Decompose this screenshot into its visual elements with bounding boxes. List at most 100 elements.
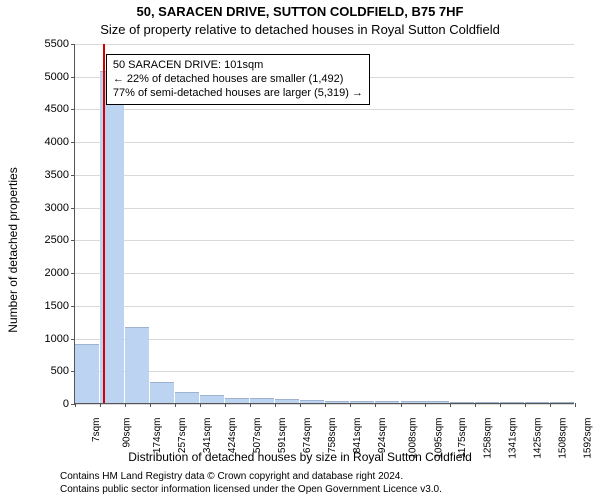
histogram-bar	[150, 382, 174, 403]
xtick-label: 841sqm	[352, 418, 363, 454]
ytick-label: 5500	[29, 38, 69, 50]
histogram-bar	[550, 402, 574, 403]
xtick-mark	[425, 403, 426, 407]
ytick-mark	[71, 77, 75, 78]
xtick-label: 257sqm	[177, 418, 188, 454]
xtick-mark	[575, 403, 576, 407]
xtick-label: 174sqm	[152, 418, 163, 454]
gridline	[75, 371, 574, 372]
histogram-plot-area: 0500100015002000250030003500400045005000…	[74, 44, 574, 404]
xtick-label: 1341sqm	[508, 418, 519, 459]
histogram-bar	[350, 401, 374, 403]
ytick-mark	[71, 306, 75, 307]
xtick-mark	[75, 403, 76, 407]
histogram-bar	[425, 401, 449, 403]
xtick-mark	[475, 403, 476, 407]
xtick-mark	[350, 403, 351, 407]
xtick-label: 1425sqm	[533, 418, 544, 459]
ytick-mark	[71, 109, 75, 110]
xtick-label: 924sqm	[377, 418, 388, 454]
xtick-label: 507sqm	[252, 418, 263, 454]
xtick-mark	[175, 403, 176, 407]
xtick-mark	[150, 403, 151, 407]
xtick-label: 758sqm	[327, 418, 338, 454]
histogram-bar	[250, 398, 274, 403]
gridline	[75, 339, 574, 340]
histogram-bar	[500, 402, 524, 403]
gridline	[75, 208, 574, 209]
ytick-label: 2000	[29, 267, 69, 279]
ytick-label: 4500	[29, 103, 69, 115]
gridline	[75, 142, 574, 143]
histogram-bar	[325, 401, 349, 403]
xtick-mark	[275, 403, 276, 407]
histogram-bar	[525, 402, 549, 403]
ytick-label: 1000	[29, 333, 69, 345]
gridline	[75, 240, 574, 241]
xtick-label: 90sqm	[121, 418, 132, 448]
xtick-label: 1508sqm	[558, 418, 569, 459]
xtick-label: 591sqm	[277, 418, 288, 454]
gridline	[75, 175, 574, 176]
ytick-label: 5000	[29, 71, 69, 83]
histogram-bar	[401, 401, 425, 403]
ytick-label: 2500	[29, 234, 69, 246]
credit-line-1: Contains HM Land Registry data © Crown c…	[60, 471, 442, 484]
credit-line-2: Contains public sector information licen…	[60, 484, 442, 497]
xtick-label: 1258sqm	[483, 418, 494, 459]
xtick-mark	[200, 403, 201, 407]
gridline	[75, 273, 574, 274]
ytick-mark	[71, 339, 75, 340]
gridline	[75, 44, 574, 45]
ytick-label: 0	[29, 398, 69, 410]
credits-text: Contains HM Land Registry data © Crown c…	[60, 471, 442, 496]
xtick-mark	[450, 403, 451, 407]
annotation-box: 50 SARACEN DRIVE: 101sqm← 22% of detache…	[106, 54, 370, 105]
xtick-mark	[250, 403, 251, 407]
chart-title-description: Size of property relative to detached ho…	[0, 22, 600, 37]
xtick-mark	[525, 403, 526, 407]
ytick-mark	[71, 44, 75, 45]
highlight-line	[103, 44, 105, 403]
histogram-bar	[75, 344, 99, 403]
xtick-label: 7sqm	[91, 418, 102, 442]
histogram-bar	[225, 398, 249, 403]
xtick-label: 1008sqm	[408, 418, 419, 459]
xtick-label: 674sqm	[302, 418, 313, 454]
xtick-label: 341sqm	[202, 418, 213, 454]
gridline	[75, 306, 574, 307]
histogram-bar	[275, 399, 299, 403]
histogram-bar	[450, 402, 474, 403]
histogram-bar	[175, 392, 199, 403]
xtick-mark	[401, 403, 402, 407]
histogram-bar	[125, 327, 149, 403]
ytick-label: 3000	[29, 202, 69, 214]
chart-title-address: 50, SARACEN DRIVE, SUTTON COLDFIELD, B75…	[0, 4, 600, 19]
xtick-mark	[325, 403, 326, 407]
xtick-mark	[225, 403, 226, 407]
histogram-bar	[475, 402, 499, 403]
xtick-mark	[500, 403, 501, 407]
xtick-mark	[375, 403, 376, 407]
xtick-label: 1095sqm	[434, 418, 445, 459]
ytick-mark	[71, 240, 75, 241]
ytick-label: 1500	[29, 300, 69, 312]
annotation-line: 77% of semi-detached houses are larger (…	[113, 86, 363, 100]
ytick-label: 500	[29, 365, 69, 377]
annotation-line: 50 SARACEN DRIVE: 101sqm	[113, 58, 363, 72]
xtick-mark	[550, 403, 551, 407]
xtick-label: 424sqm	[227, 418, 238, 454]
histogram-bar	[200, 395, 224, 403]
xtick-mark	[125, 403, 126, 407]
histogram-bar	[375, 401, 399, 403]
ytick-mark	[71, 142, 75, 143]
y-axis-label: Number of detached properties	[6, 167, 20, 332]
xtick-mark	[300, 403, 301, 407]
xtick-mark	[100, 403, 101, 407]
xtick-label: 1175sqm	[457, 418, 468, 458]
gridline	[75, 109, 574, 110]
annotation-line: ← 22% of detached houses are smaller (1,…	[113, 72, 363, 86]
ytick-mark	[71, 208, 75, 209]
histogram-bar	[300, 400, 324, 403]
ytick-mark	[71, 273, 75, 274]
